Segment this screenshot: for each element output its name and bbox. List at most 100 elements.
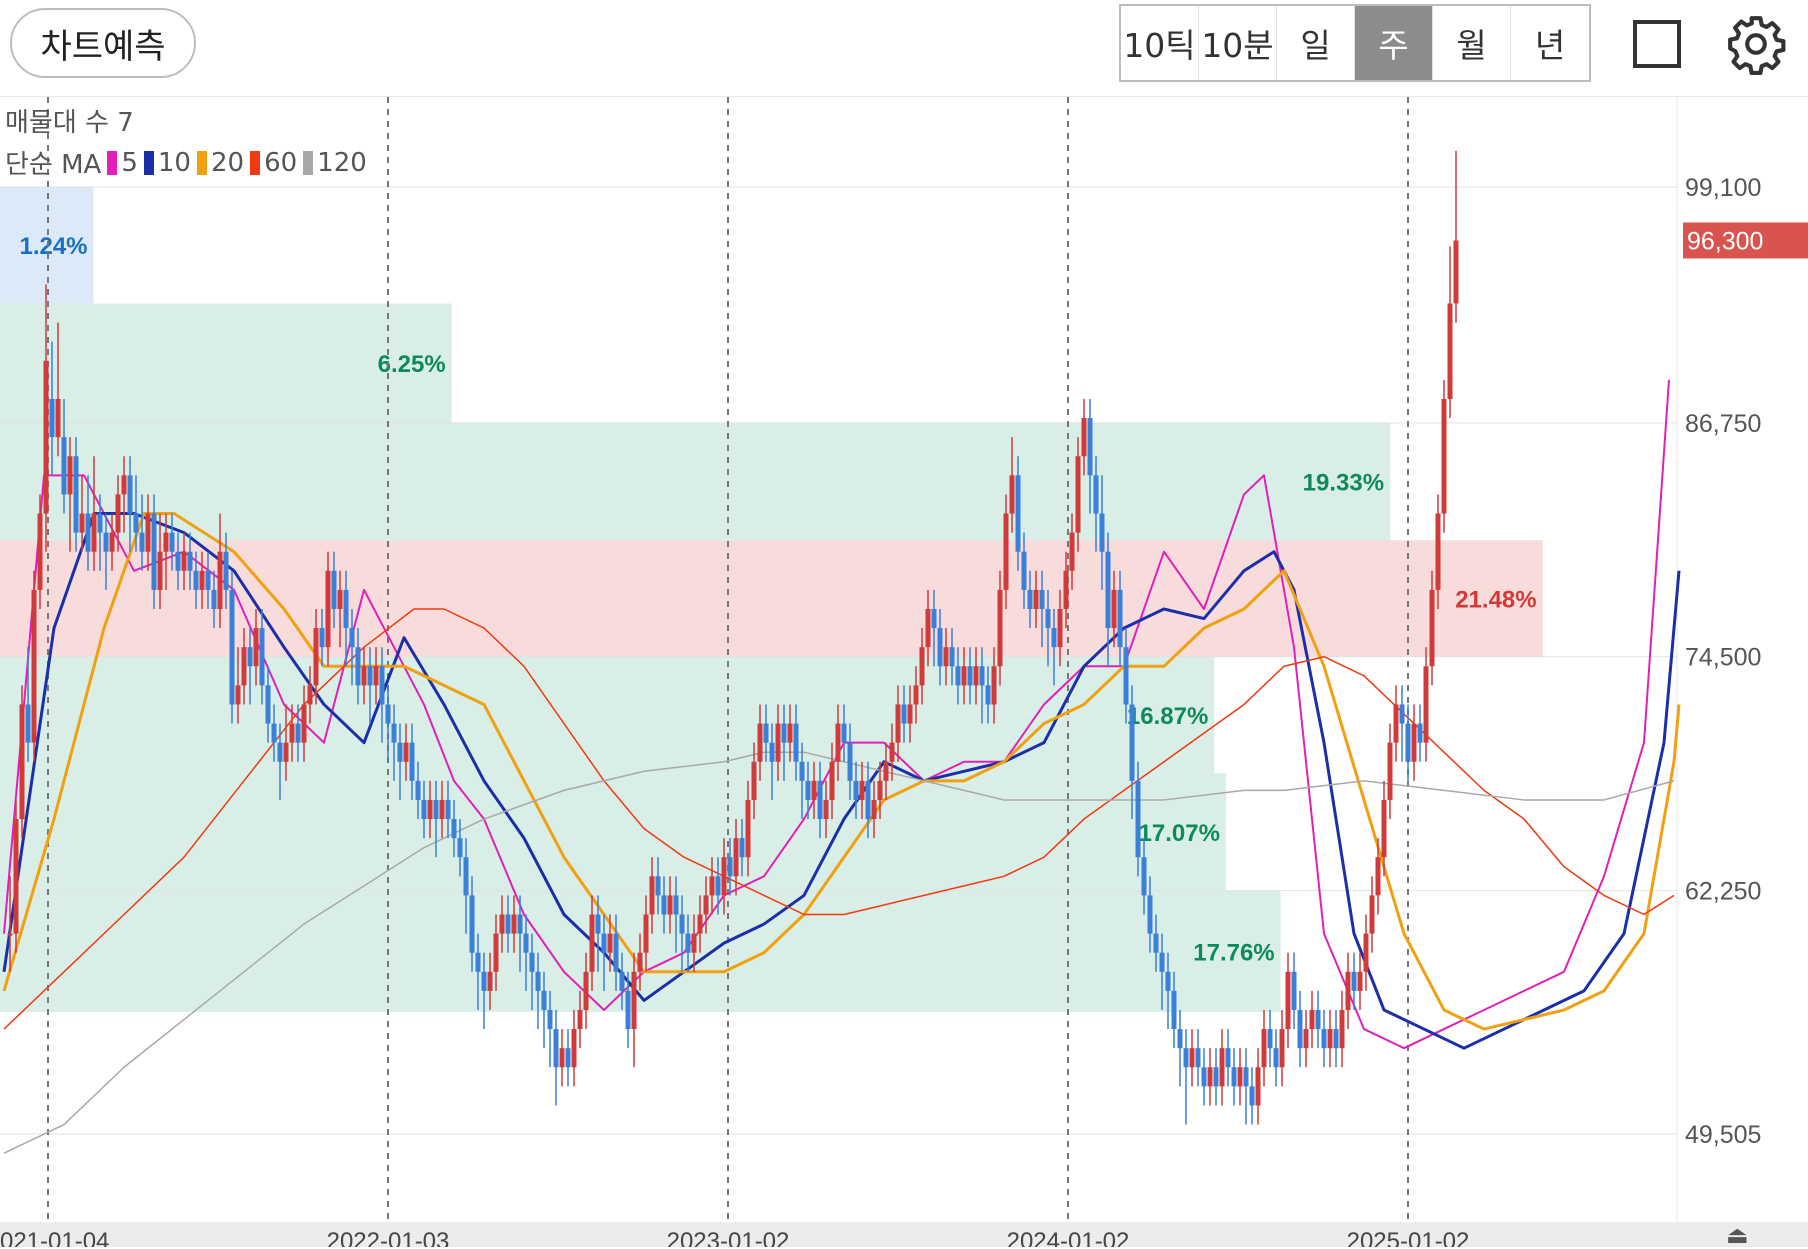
candle-body (439, 799, 445, 820)
candle-body (1213, 1067, 1219, 1087)
candle-body (889, 742, 895, 762)
candle-body (499, 914, 505, 934)
candle-body (967, 666, 973, 686)
candle-body (199, 570, 205, 590)
candle-body (1399, 704, 1405, 724)
candle-body (409, 742, 415, 781)
candle-body (973, 666, 979, 686)
candle-body (685, 933, 691, 953)
candle-body (955, 666, 961, 686)
candle-body (991, 666, 997, 705)
candle-body (307, 685, 313, 705)
candle-body (643, 914, 649, 953)
candle-body (901, 704, 907, 724)
candle-body (883, 761, 889, 781)
candle-body (85, 513, 91, 552)
ma-60-swatch (250, 150, 261, 175)
candle-body (127, 475, 133, 514)
candle-body (985, 685, 991, 705)
candle-body (313, 628, 319, 686)
candle-body (775, 723, 781, 762)
candle-body (133, 513, 139, 533)
expand-handle-icon[interactable]: ⏏ (1726, 1221, 1749, 1249)
candle-body (625, 990, 631, 1030)
ma-120-line (3, 751, 1675, 1154)
tab-day[interactable]: 일 (1277, 6, 1355, 80)
candle-body (1051, 628, 1057, 648)
y-tick-label: 86,750 (1685, 410, 1761, 438)
candle-body (415, 780, 421, 800)
candle-body (1453, 240, 1459, 304)
ma-60-label: 60 (264, 147, 298, 178)
x-tick-label: 2022-01-03 (327, 1228, 450, 1247)
candle-body (121, 475, 127, 495)
candle-body (259, 628, 265, 686)
candle-body (145, 513, 151, 552)
candle-body (631, 971, 637, 1030)
candle-body (1333, 1029, 1339, 1049)
chart-area[interactable]: 1.24% 6.25% 19.33% 21.48% 16.87% 17.07% 17.76%… (0, 97, 1808, 1247)
candle-body (1195, 1048, 1201, 1068)
candle-body (241, 647, 247, 686)
square-icon[interactable] (1633, 20, 1681, 68)
price-chart[interactable]: 1.24%6.25%19.33%21.48%16.87%17.07%17.76%… (0, 97, 1808, 1247)
candle-body (835, 723, 841, 762)
candle-body (721, 857, 727, 896)
candle-body (829, 761, 835, 800)
candle-body (1225, 1048, 1231, 1068)
ma-120-item: 120 (303, 148, 367, 178)
candle-body (283, 742, 289, 762)
candle-body (571, 1029, 577, 1068)
gear-icon[interactable] (1725, 13, 1787, 75)
candle-body (1291, 971, 1297, 1010)
tab-year[interactable]: 년 (1534, 26, 1566, 65)
candle-body (859, 780, 865, 800)
candle-body (547, 1009, 553, 1030)
chart-predict-button[interactable]: 차트예측 (10, 8, 196, 78)
candle-body (523, 933, 529, 953)
candle-body (391, 723, 397, 743)
candle-body (511, 914, 517, 934)
candle-body (361, 666, 367, 686)
candle-body (793, 723, 799, 762)
candle-body (1417, 723, 1423, 743)
volume-profile-bar (0, 187, 94, 304)
candle-body (1063, 570, 1069, 609)
candle-body (463, 857, 469, 896)
candle-body (235, 685, 241, 705)
candle-body (103, 532, 109, 552)
candle-body (847, 742, 853, 781)
candle-body (907, 704, 913, 724)
ma-legend-label: 단순 MA (5, 150, 102, 180)
candle-body (445, 799, 451, 820)
candle-body (1249, 1086, 1255, 1106)
candle-body (961, 666, 967, 686)
candle-body (517, 914, 523, 934)
candle-body (1021, 551, 1027, 590)
tab-week[interactable]: 주 (1355, 6, 1433, 80)
candle-body (421, 799, 427, 820)
tab-month[interactable]: 월 (1433, 6, 1511, 80)
candle-body (1423, 666, 1429, 743)
ma-5-line (3, 379, 1670, 1050)
tab-10-min[interactable]: 10분 (1199, 6, 1277, 80)
candle-body (97, 513, 103, 533)
candle-body (247, 647, 253, 667)
candle-body (1171, 990, 1177, 1030)
candle-body (1381, 799, 1387, 858)
candle-body (805, 780, 811, 800)
volume-profile-label: 21.48% (1455, 586, 1536, 613)
candle-body (1369, 895, 1375, 934)
candle-body (1099, 513, 1105, 552)
candle-body (289, 723, 295, 743)
candle-body (31, 589, 37, 743)
candle-body (505, 914, 511, 934)
tab-10-tick[interactable]: 10틱 (1121, 6, 1199, 80)
candle-body (787, 723, 793, 743)
candle-body (1393, 704, 1399, 743)
candle-body (109, 532, 115, 552)
candle-body (919, 647, 925, 686)
candle-body (877, 780, 883, 800)
candle-body (1387, 742, 1393, 800)
ma-120-swatch (303, 150, 314, 175)
